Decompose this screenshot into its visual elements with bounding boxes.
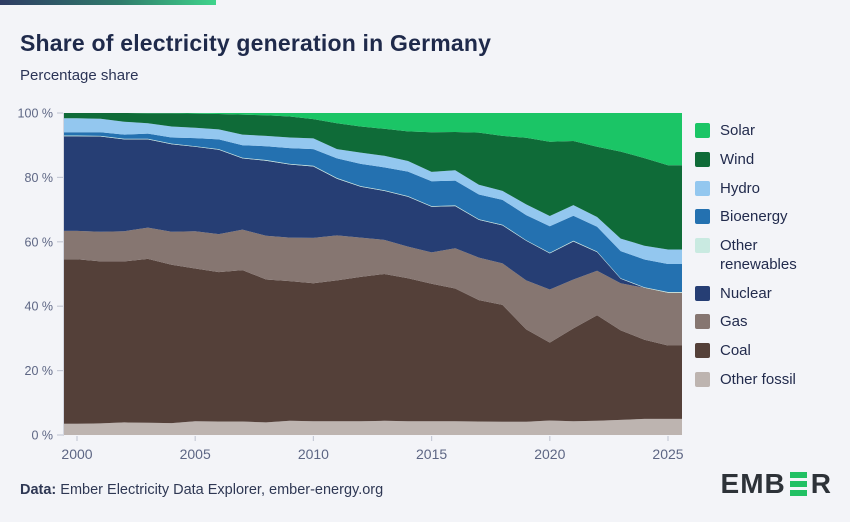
x-axis-label: 2015 — [416, 446, 447, 462]
legend-label: Other renewables — [720, 237, 797, 273]
legend-swatch-gas — [695, 314, 710, 330]
legend-label: Wind — [720, 150, 755, 168]
y-axis-label: 100 % — [18, 107, 53, 121]
accent-gradient-bar — [0, 0, 216, 5]
y-axis-label: 20 % — [25, 364, 54, 378]
area-hydro — [63, 118, 682, 264]
source-prefix: Data: — [20, 482, 57, 498]
legend-swatch-other-renewables — [695, 238, 710, 253]
logo-text-emb: EMB — [720, 468, 786, 499]
legend-item-bioenergy: Bioenergy — [695, 208, 845, 227]
logo-e-bars-icon — [789, 472, 807, 496]
data-source-note: Data: Ember Electricity Data Explorer, e… — [20, 482, 383, 498]
legend-swatch-other-fossil — [695, 371, 710, 387]
legend-label: Gas — [720, 313, 748, 331]
legend-label: Bioenergy — [720, 208, 788, 226]
legend-item-hydro: Hydro — [695, 180, 845, 199]
legend-item-other-fossil: Other fossil — [695, 371, 845, 390]
area-gas — [63, 227, 682, 346]
x-axis-label: 2025 — [652, 446, 683, 462]
legend-item-gas: Gas — [695, 313, 845, 332]
legend-label: Solar — [720, 122, 756, 139]
y-axis-label: 60 % — [25, 235, 54, 249]
legend-swatch-hydro — [695, 180, 710, 196]
logo-text-r: R — [810, 468, 832, 499]
legend-label: Hydro — [720, 179, 761, 197]
area-nuclear — [63, 136, 682, 293]
x-axis-label: 2005 — [180, 446, 211, 462]
legend-item-other-renewables: Other renewables — [695, 237, 845, 275]
source-text: Ember Electricity Data Explorer, ember-e… — [60, 482, 384, 498]
area-coal — [63, 258, 682, 424]
legend-label: Coal — [720, 342, 751, 359]
area-wind — [63, 113, 682, 250]
ember-logo: EMB R — [721, 470, 832, 498]
legend-item-solar: Solar — [695, 122, 845, 141]
legend-item-coal: Coal — [695, 342, 845, 361]
legend-item-wind: Wind — [695, 151, 845, 170]
legend-swatch-bioenergy — [695, 209, 710, 225]
x-axis-label: 2020 — [534, 446, 565, 462]
area-solar — [63, 113, 682, 166]
legend-swatch-wind — [695, 151, 710, 167]
legend-label: Nuclear — [720, 284, 772, 302]
y-axis-label: 0 % — [31, 429, 53, 443]
x-axis-label: 2010 — [298, 446, 329, 462]
area-bioenergy — [63, 132, 682, 292]
chart-subtitle: Percentage share — [20, 67, 139, 84]
x-axis-label: 2000 — [61, 446, 92, 462]
y-axis-label: 80 % — [25, 171, 54, 185]
y-axis-label: 40 % — [25, 300, 54, 314]
legend-swatch-nuclear — [695, 285, 710, 301]
legend-item-nuclear: Nuclear — [695, 285, 845, 304]
legend-swatch-solar — [695, 123, 710, 138]
legend: Solar Wind Hydro Bioenergy Other renewables N… — [695, 122, 845, 390]
legend-label: Other fossil — [720, 370, 796, 388]
area-other-fossil — [63, 418, 682, 435]
page-title: Share of electricity generation in Germa… — [20, 30, 492, 56]
legend-swatch-coal — [695, 343, 710, 358]
